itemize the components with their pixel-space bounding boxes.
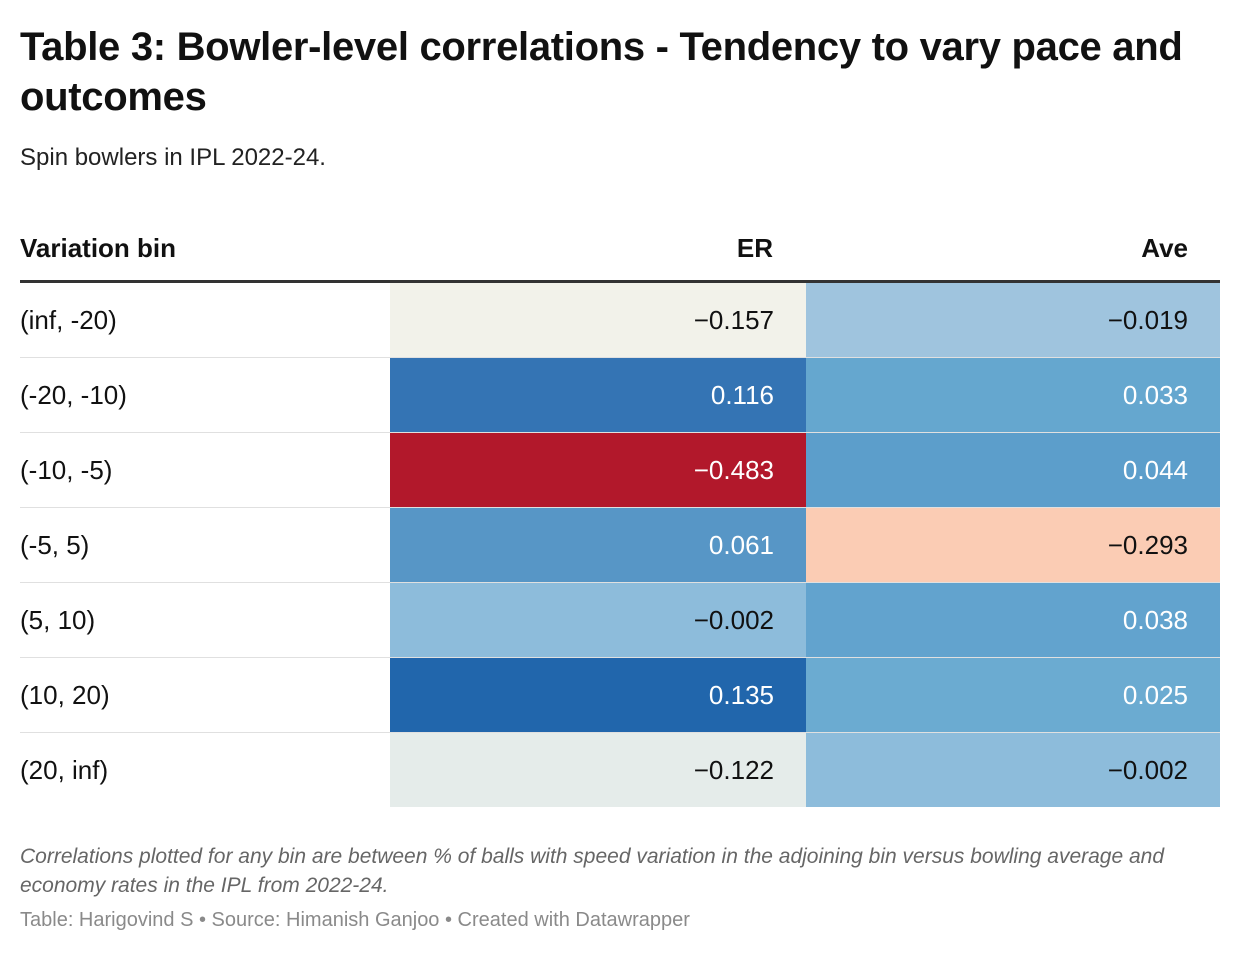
table-row: (inf, -20) −0.157 −0.019 [20,283,1220,358]
chart-subtitle: Spin bowlers in IPL 2022-24. [20,144,326,171]
table-row: (10, 20) 0.135 0.025 [20,658,1220,733]
table-row: (-20, -10) 0.116 0.033 [20,358,1220,433]
table-header: Variation bin ER Ave [20,216,1220,283]
cell-ave-value: 0.033 [806,358,1220,432]
cell-er-value: −0.002 [390,583,806,657]
chart-title: Table 3: Bowler-level correlations - Ten… [20,25,1183,119]
cell-variation-bin: (-10, -5) [20,455,113,485]
table-notes: Correlations plotted for any bin are bet… [20,845,1165,897]
cell-ave-value: −0.019 [806,283,1220,357]
cell-variation-bin: (10, 20) [20,680,110,710]
cell-er-value: −0.122 [390,733,806,807]
column-header-ave[interactable]: Ave [1141,233,1188,263]
cell-variation-bin: (-5, 5) [20,530,90,560]
table-body: (inf, -20) −0.157 −0.019 (-20, -10) 0.116 0.0… [20,283,1220,807]
cell-variation-bin: (-20, -10) [20,380,127,410]
cell-ave-value: 0.044 [806,433,1220,507]
cell-ave-value: −0.002 [806,733,1220,807]
table-row: (5, 10) −0.002 0.038 [20,583,1220,658]
table-row: (-10, -5) −0.483 0.044 [20,433,1220,508]
correlation-table: Variation bin ER Ave (inf, -20) −0.157 −0.… [20,216,1220,807]
cell-er-value: 0.061 [390,508,806,582]
cell-ave-value: −0.293 [806,508,1220,582]
cell-er-value: 0.116 [390,358,806,432]
cell-ave-value: 0.038 [806,583,1220,657]
table-row: (20, inf) −0.122 −0.002 [20,733,1220,807]
table-byline: Table: Harigovind S • Source: Himanish G… [20,909,690,931]
column-header-er[interactable]: ER [736,233,773,263]
cell-ave-value: 0.025 [806,658,1220,732]
cell-er-value: 0.135 [390,658,806,732]
cell-er-value: −0.483 [390,433,806,507]
table-row: (-5, 5) 0.061 −0.293 [20,508,1220,583]
cell-variation-bin: (5, 10) [20,605,96,635]
cell-er-value: −0.157 [390,283,806,357]
cell-variation-bin: (inf, -20) [20,305,117,335]
cell-variation-bin: (20, inf) [20,755,109,785]
column-header-variation-bin[interactable]: Variation bin [20,233,177,263]
